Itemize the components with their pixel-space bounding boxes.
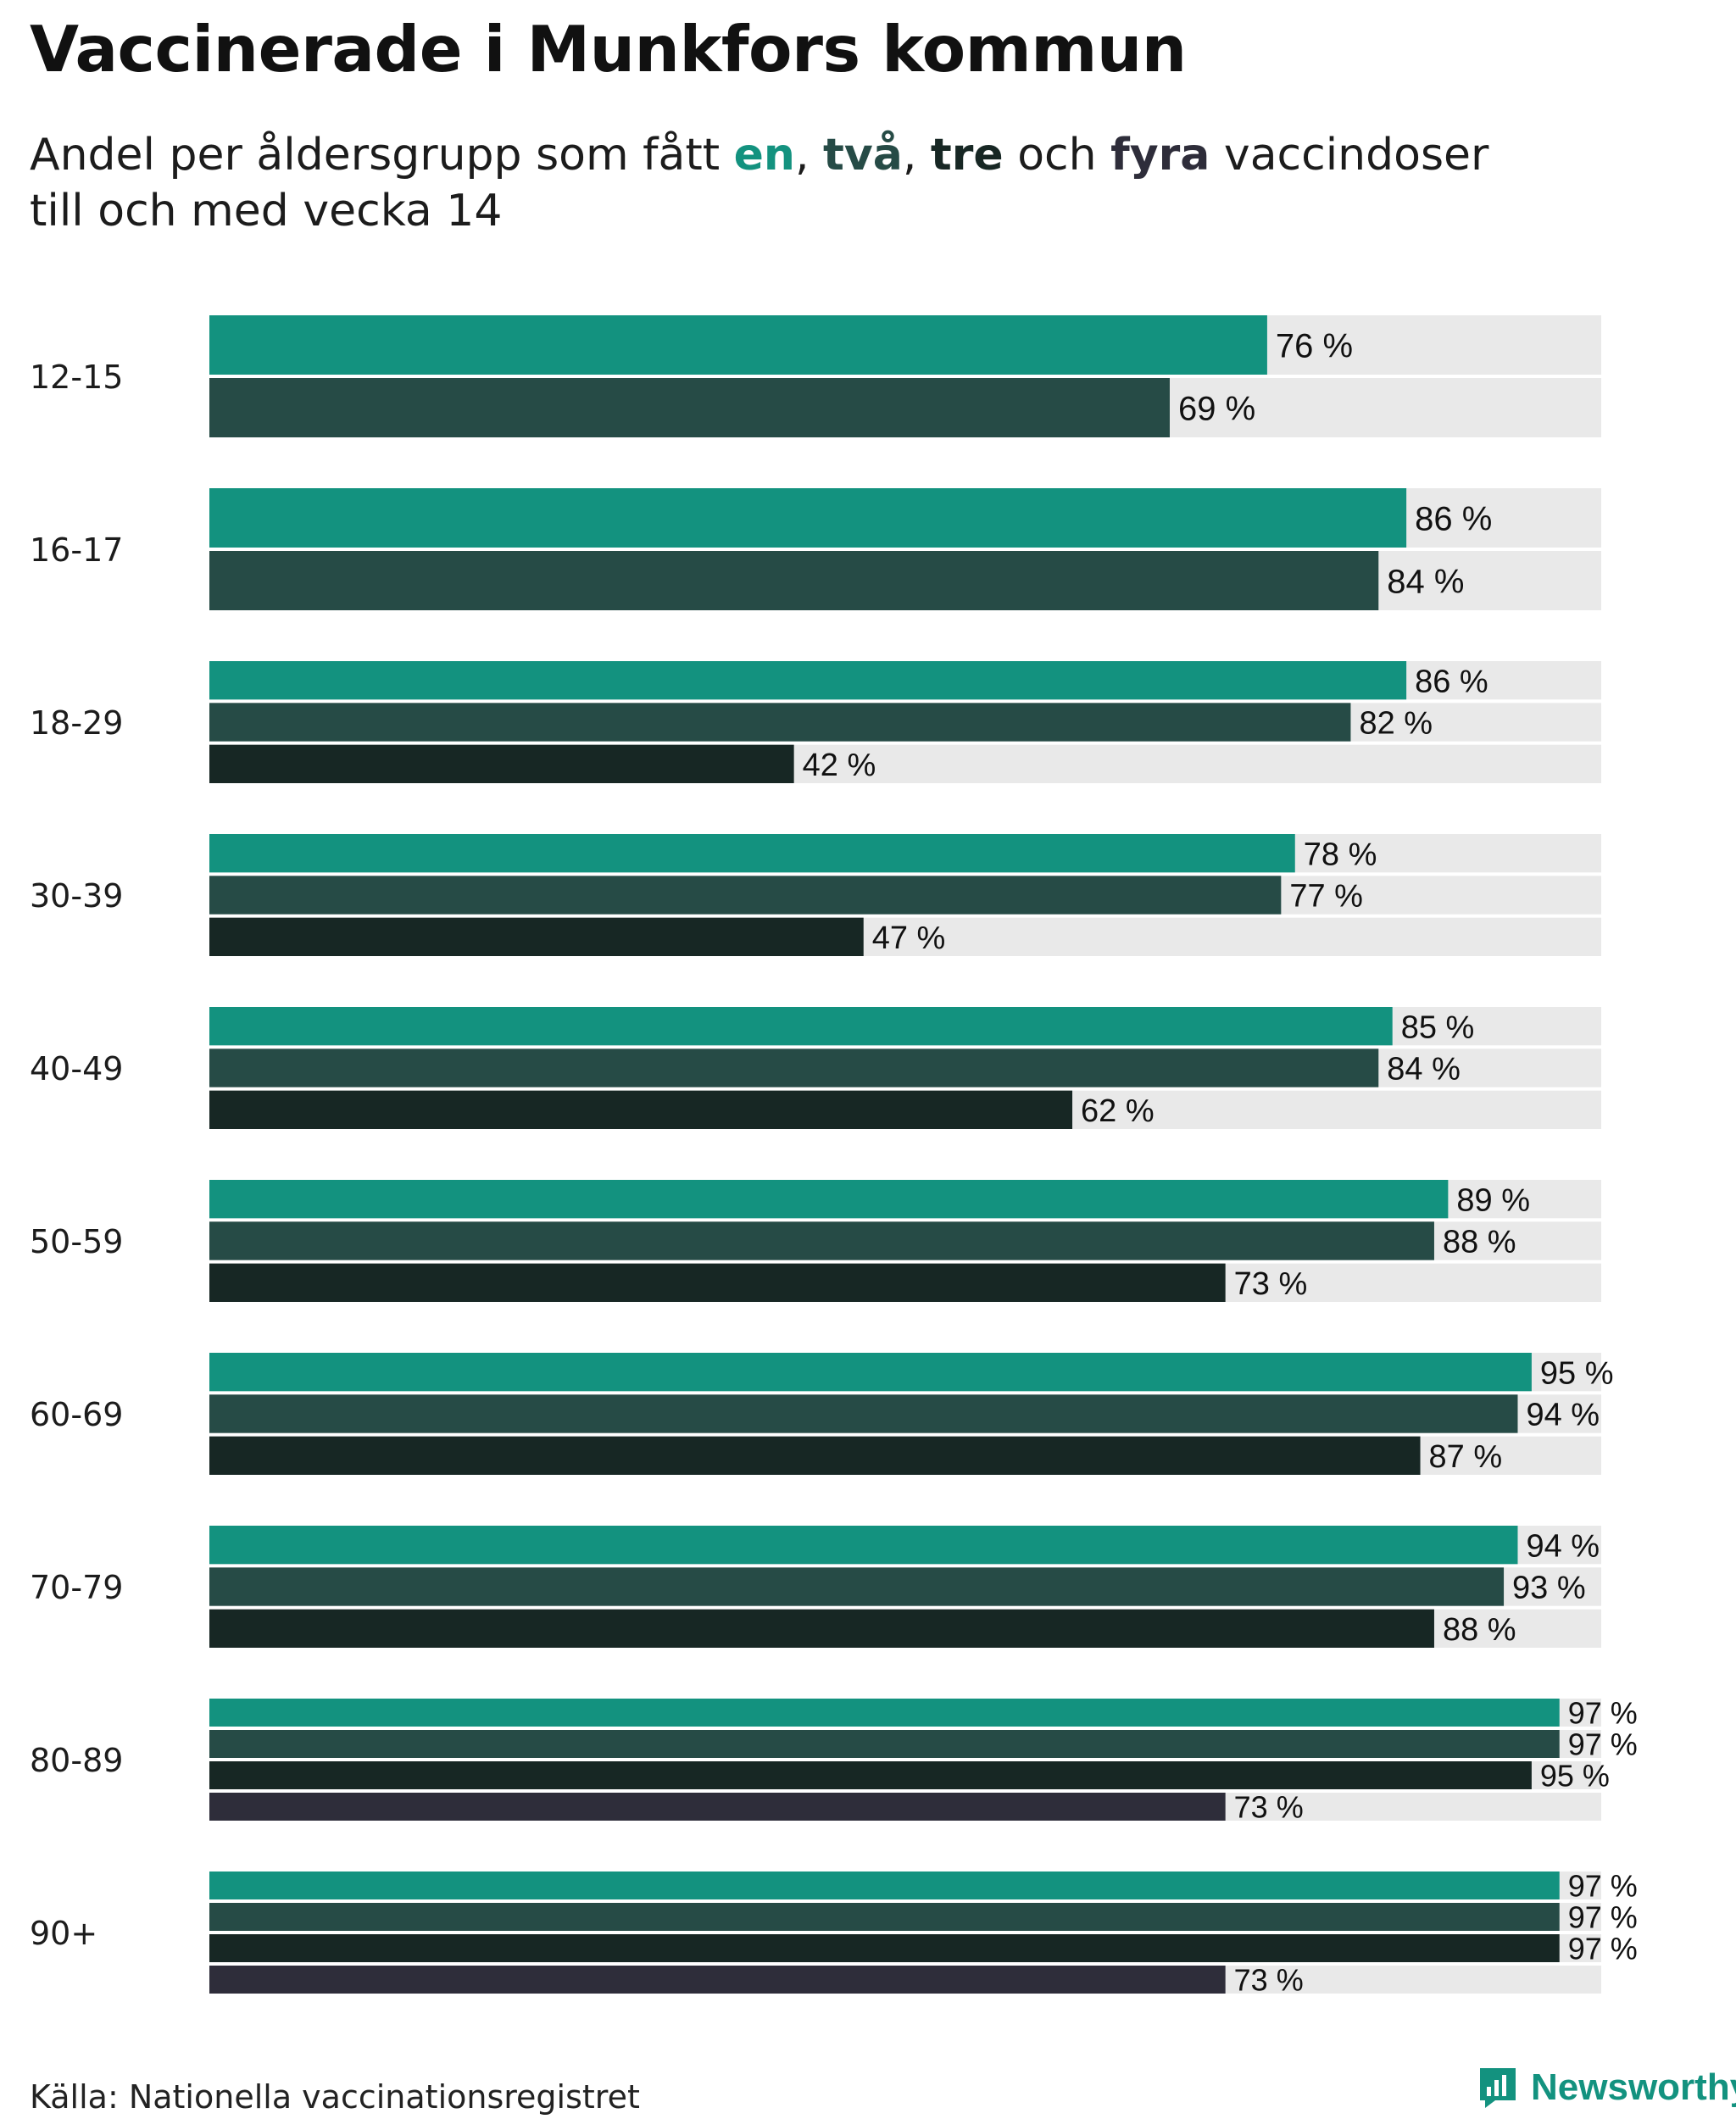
group-label: 40-49 [30,1050,123,1087]
bar-tre [209,744,794,783]
bar-två [209,1221,1434,1260]
bar-fyra [209,1966,1226,1994]
bar-två [209,1394,1518,1433]
bar-en [209,1526,1518,1565]
group-label: 90+ [30,1915,97,1952]
value-label: 87 % [1429,1439,1503,1475]
value-label: 85 % [1401,1009,1475,1045]
value-label: 42 % [803,748,876,783]
bar-två [209,703,1351,742]
bar-en [209,1353,1532,1392]
group-label: 60-69 [30,1396,123,1433]
value-label: 76 % [1276,327,1353,364]
group-label: 70-79 [30,1569,123,1606]
bar-två [209,1730,1560,1758]
value-label: 47 % [872,920,946,956]
value-label: 86 % [1415,664,1488,699]
subtitle-dose-tva: två [823,130,903,181]
source-note: Källa: Nationella vaccinationsregistret [30,2078,640,2116]
value-label: 62 % [1081,1093,1155,1129]
bar-chart: 12-15 76 % 69 % 16-17 86 % 84 % 18-29 86 % 82 % 4… [30,315,1638,1997]
subtitle-line2: till och med vecka 14 [30,186,503,236]
bar-två [209,1567,1505,1606]
subtitle-dose-tre: tre [930,130,1004,181]
chart-title: Vaccinerade i Munkfors kommun [30,12,1187,86]
group-label: 80-89 [30,1742,123,1779]
value-label: 84 % [1387,563,1464,600]
newsworthy-logo-icon [1480,2068,1516,2108]
value-label: 86 % [1415,500,1492,537]
value-label: 73 % [1234,1266,1308,1302]
bar-tre [209,1436,1421,1475]
value-label: 97 % [1568,1727,1638,1761]
bar-en [209,1872,1560,1899]
value-label: 97 % [1568,1695,1638,1730]
group-label: 30-39 [30,877,123,915]
bar-en [209,1180,1449,1219]
bar-en [209,661,1407,700]
value-label: 89 % [1456,1182,1530,1218]
subtitle-och: och [1003,130,1111,181]
bar-en [209,834,1295,873]
bar-tre [209,917,864,956]
bar-två [209,876,1282,915]
group-label: 18-29 [30,704,123,742]
value-label: 94 % [1526,1528,1600,1564]
value-label: 88 % [1443,1612,1516,1648]
subtitle-sep: , [902,130,931,181]
value-label: 88 % [1443,1225,1516,1260]
bar-tre [209,1090,1073,1129]
bar-tre [209,1934,1560,1962]
value-label: 77 % [1289,879,1363,915]
subtitle-dose-fyra: fyra [1110,130,1210,181]
value-label: 93 % [1512,1571,1586,1606]
bar-två [209,551,1379,610]
value-label: 69 % [1178,390,1255,427]
bar-två [209,1048,1379,1087]
value-label: 78 % [1304,837,1377,872]
bar-tre [209,1761,1532,1789]
group-label: 16-17 [30,531,123,569]
subtitle-prefix: Andel per åldersgrupp som fått [30,130,734,181]
value-label: 97 % [1568,1899,1638,1934]
subtitle-dose-en: en [733,130,795,181]
bar-en [209,1007,1393,1046]
bar-en [209,488,1407,548]
value-label: 73 % [1234,1789,1304,1824]
bar-två [209,1903,1560,1931]
value-label: 95 % [1540,1758,1610,1793]
value-label: 82 % [1359,706,1433,742]
brand-name: Newsworthy [1531,2066,1736,2108]
value-label: 94 % [1526,1398,1600,1433]
bar-en [209,315,1267,375]
group-label: 12-15 [30,359,123,396]
brand: Newsworthy [1477,2066,1736,2109]
bar-en [209,1699,1560,1727]
group-label: 50-59 [30,1223,123,1260]
bar-tre [209,1609,1434,1648]
chart-subtitle: Andel per åldersgrupp som fått en, två, … [30,127,1640,239]
value-label: 97 % [1568,1931,1638,1966]
subtitle-sep: , [794,130,824,181]
bar-tre [209,1263,1226,1302]
subtitle-suffix: vaccindoser [1210,130,1489,181]
value-label: 84 % [1387,1052,1461,1087]
value-label: 95 % [1540,1355,1614,1391]
value-label: 97 % [1568,1868,1638,1903]
bar-fyra [209,1793,1226,1821]
bar-två [209,378,1170,437]
value-label: 73 % [1234,1962,1304,1997]
